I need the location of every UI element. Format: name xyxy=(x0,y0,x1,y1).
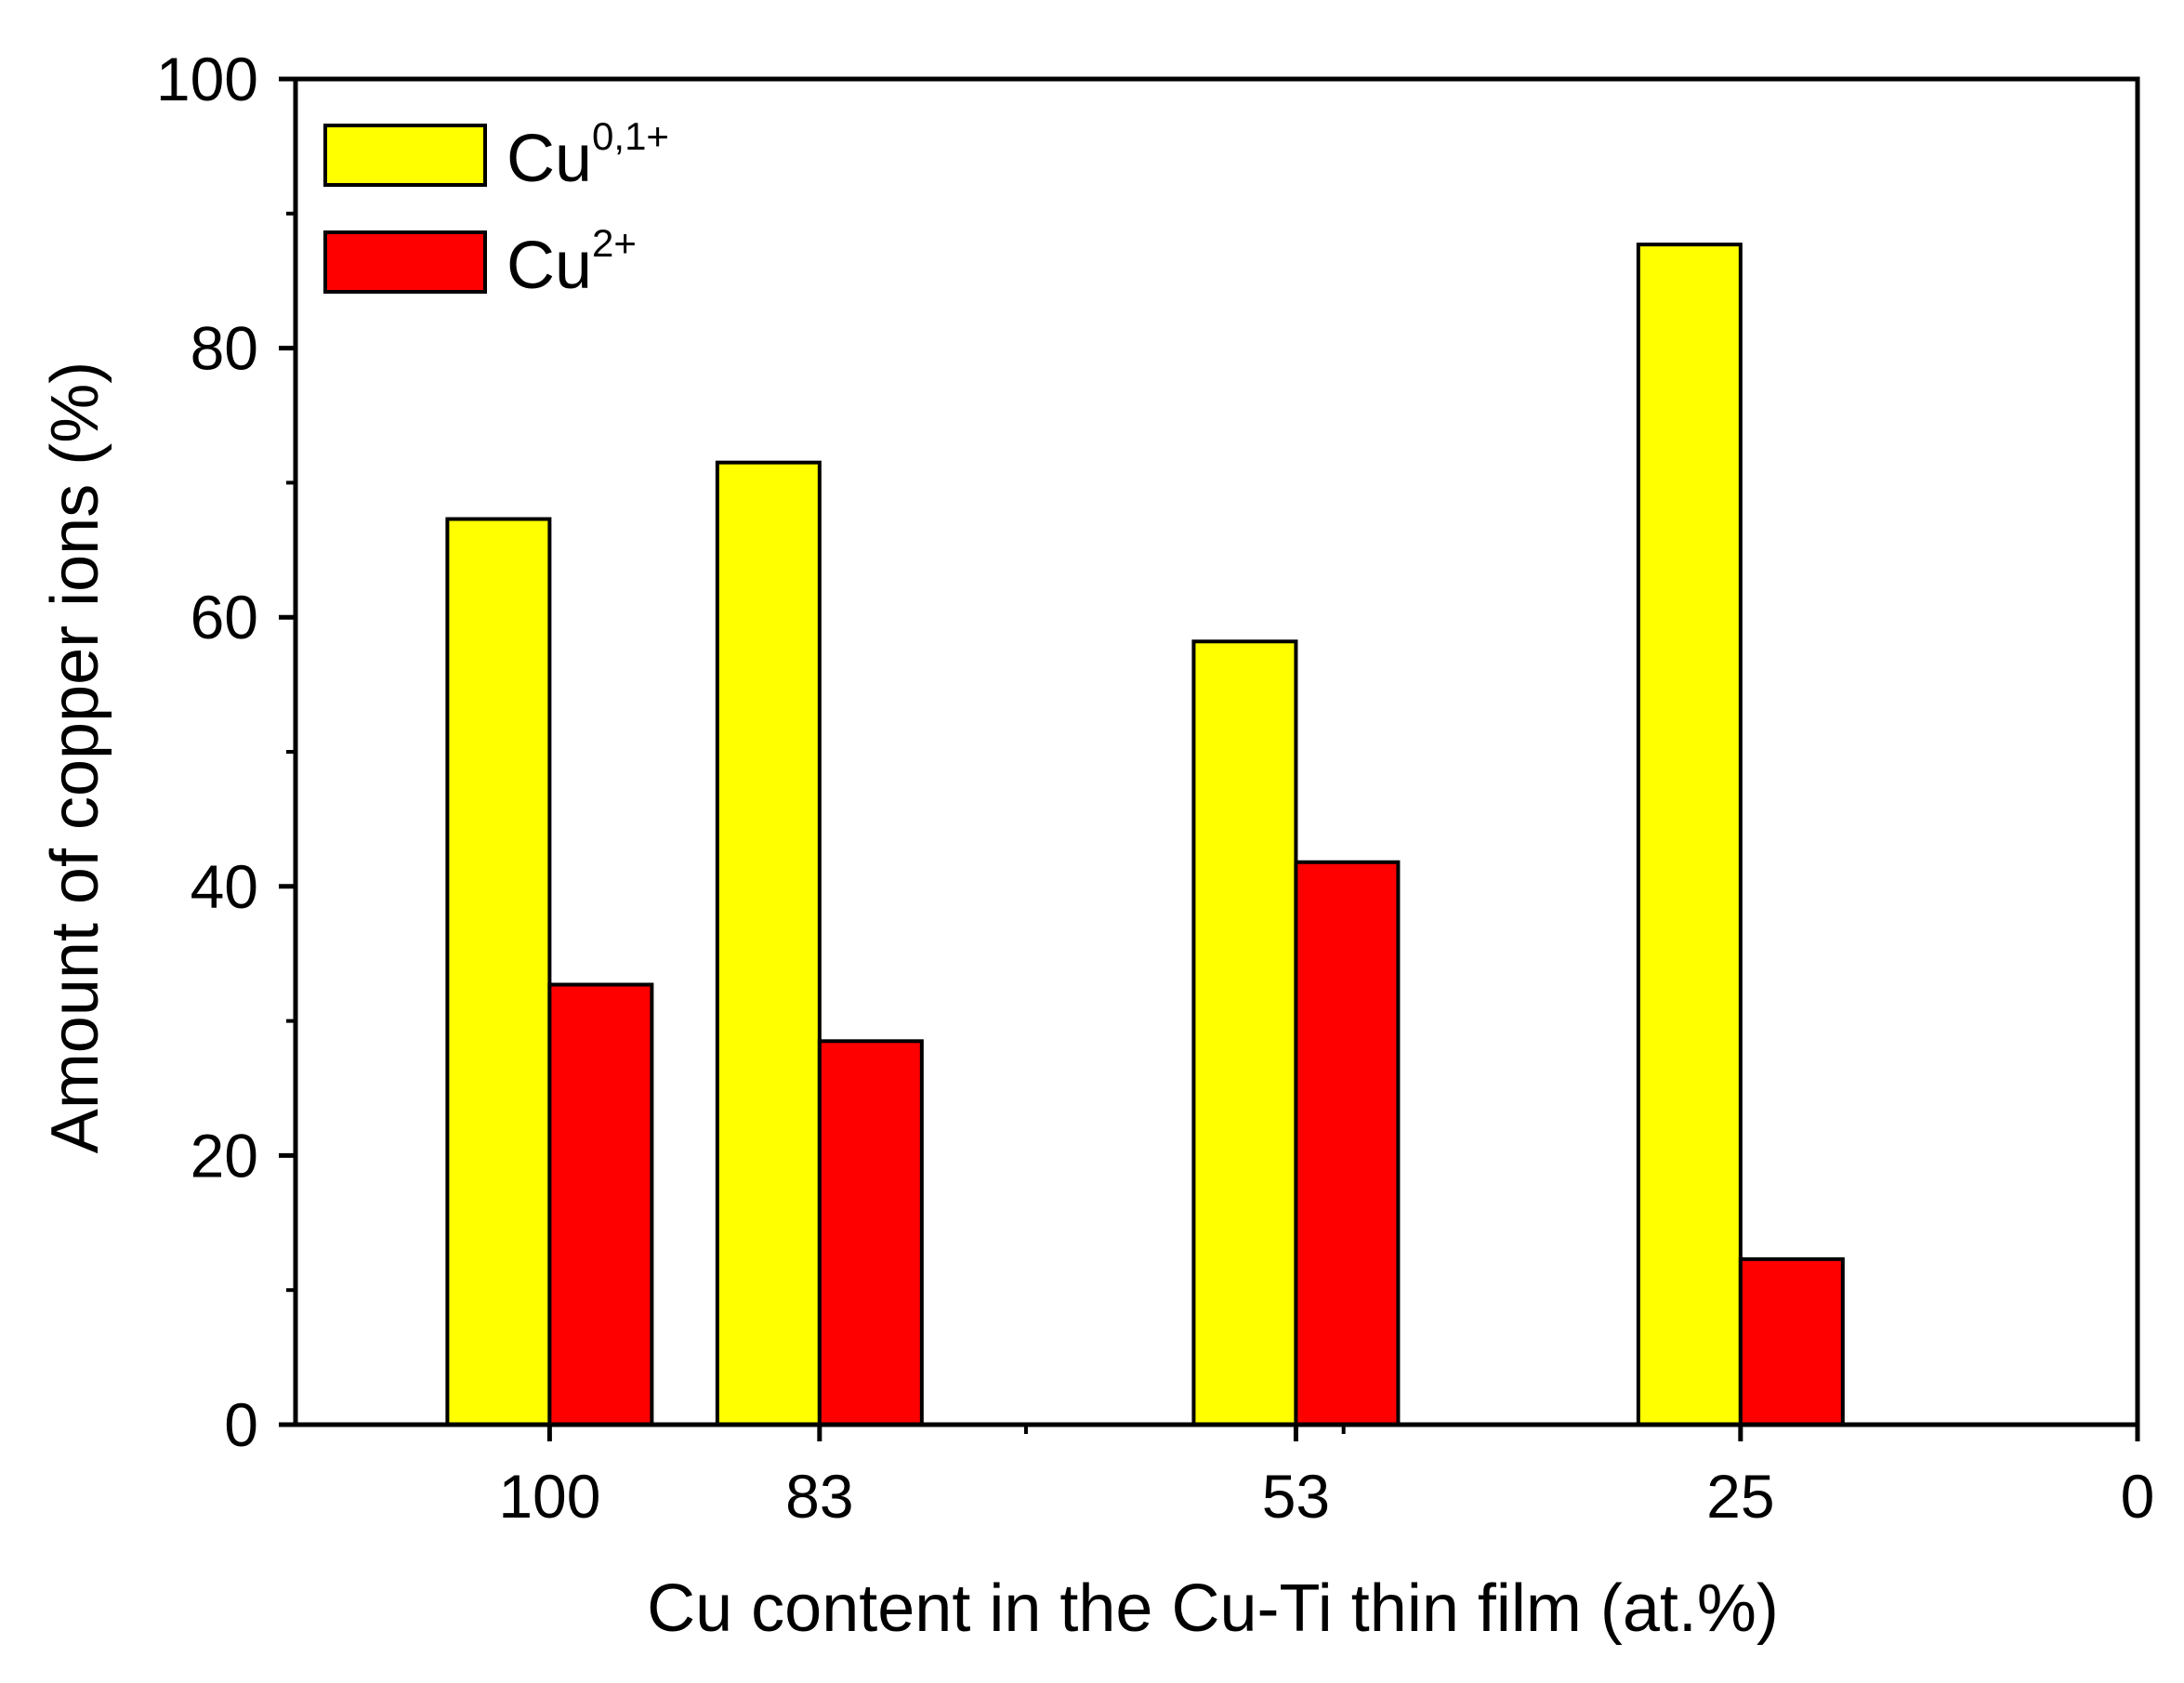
legend-swatch-cu2plus xyxy=(323,230,487,294)
y-tick-label: 40 xyxy=(191,852,258,921)
bar-cu01plus-53 xyxy=(1191,639,1298,1427)
bar-cu01plus-83 xyxy=(715,460,822,1427)
legend: Cu0,1+ Cu2+ xyxy=(323,114,669,303)
legend-label-cu2plus: Cu2+ xyxy=(507,221,637,303)
bar-cu2plus-83 xyxy=(817,1039,924,1427)
y-tick-label: 80 xyxy=(191,314,258,383)
bar-cu01plus-25 xyxy=(1636,243,1743,1427)
y-axis-label: Amount of copper ions (%) xyxy=(38,362,112,1153)
y-tick-label: 0 xyxy=(224,1390,258,1459)
bars-group xyxy=(445,243,1845,1427)
x-tick-label: 0 xyxy=(2121,1462,2155,1531)
y-tick-label: 20 xyxy=(191,1121,258,1190)
x-tick-label: 25 xyxy=(1706,1462,1774,1531)
bar-cu2plus-25 xyxy=(1738,1256,1845,1427)
legend-swatch-cu01plus xyxy=(323,124,487,187)
y-tick-label: 100 xyxy=(156,45,258,113)
x-axis-label: Cu content in the Cu-Ti thin film (at.%) xyxy=(647,1571,1779,1646)
x-tick-label: 100 xyxy=(498,1462,600,1531)
bar-cu2plus-100 xyxy=(547,982,654,1427)
x-tick-label: 53 xyxy=(1262,1462,1330,1531)
y-tick-label: 60 xyxy=(191,583,258,651)
legend-label-cu01plus: Cu0,1+ xyxy=(507,114,669,196)
bar-cu2plus-53 xyxy=(1294,860,1401,1427)
bar-cu01plus-100 xyxy=(445,517,552,1427)
x-tick-label: 83 xyxy=(785,1462,853,1531)
ticks-group: 0 20 40 60 80 100 100 83 53 25 0 xyxy=(156,45,2154,1531)
